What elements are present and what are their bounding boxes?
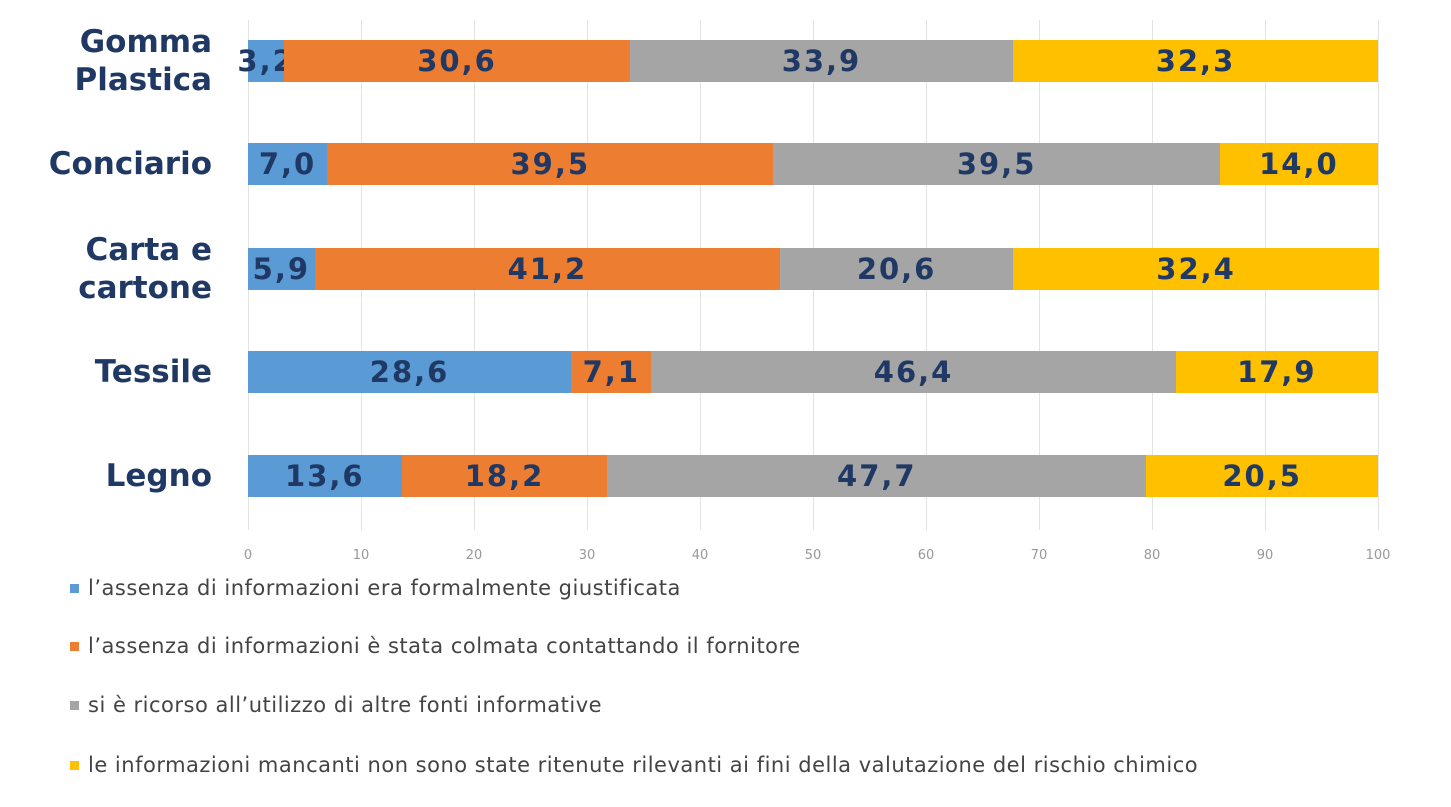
- bar-segment: [248, 248, 315, 290]
- bar-segment: [607, 455, 1147, 497]
- value-label: 28,6: [369, 355, 450, 389]
- legend-key: [70, 761, 79, 770]
- bar-segment: [1146, 455, 1378, 497]
- category-label: Carta e cartone: [78, 232, 212, 306]
- x-tick-label: 10: [352, 548, 370, 563]
- value-label: 18,2: [464, 459, 545, 493]
- bar-segment: [651, 351, 1176, 393]
- value-label: 46,4: [873, 355, 954, 389]
- value-label: 5,9: [252, 252, 311, 286]
- value-label: 14,0: [1259, 147, 1339, 181]
- value-label: 7,0: [258, 147, 317, 181]
- value-label: 20,5: [1222, 459, 1302, 493]
- bar-segment: [780, 248, 1013, 290]
- value-label: 20,6: [856, 252, 937, 286]
- bar-segment: [248, 351, 572, 393]
- bar-segment: [629, 40, 1013, 82]
- value-label: 32,3: [1155, 44, 1236, 78]
- bar-segment: [284, 40, 630, 82]
- x-tick-label: 50: [804, 548, 822, 563]
- value-label: 13,6: [285, 459, 365, 493]
- bar-segment: [1219, 143, 1378, 185]
- category-label: Legno: [105, 458, 212, 494]
- category-label: Gomma Plastica: [74, 24, 212, 98]
- x-tick-label: 80: [1143, 548, 1161, 563]
- legend-label: l’assenza di informazioni era formalment…: [88, 576, 681, 600]
- bar-segment: [401, 455, 608, 497]
- bar-segment: [773, 143, 1220, 185]
- x-tick-label: 0: [243, 548, 253, 563]
- bar-segment: [327, 143, 774, 185]
- x-tick-label: 40: [691, 548, 709, 563]
- bar-segment: [314, 248, 781, 290]
- value-label: 32,4: [1156, 252, 1236, 286]
- bar-segment: [248, 455, 402, 497]
- x-tick-label: 100: [1365, 548, 1391, 563]
- value-label: 33,9: [781, 44, 862, 78]
- value-label: 7,1: [582, 355, 640, 389]
- value-label: 30,6: [417, 44, 497, 78]
- x-tick-label: 20: [465, 548, 483, 563]
- legend-key: [70, 584, 79, 593]
- x-tick-label: 90: [1256, 548, 1274, 563]
- value-label: 3,2: [237, 44, 295, 78]
- legend-label: le informazioni mancanti non sono state …: [88, 753, 1199, 777]
- legend-label: l’assenza di informazioni è stata colmat…: [88, 634, 801, 658]
- value-label: 17,9: [1237, 355, 1317, 389]
- category-label: Conciario: [48, 146, 212, 182]
- x-tick-label: 30: [578, 548, 596, 563]
- legend-label: si è ricorso all’utilizzo di altre fonti…: [88, 693, 603, 717]
- x-tick-label: 70: [1030, 548, 1048, 563]
- bar-segment: [1013, 248, 1380, 290]
- category-label: Tessile: [94, 354, 212, 390]
- bar-segment: [248, 40, 285, 82]
- legend-key: [70, 701, 79, 710]
- value-label: 39,5: [956, 147, 1037, 181]
- value-label: 39,5: [510, 147, 591, 181]
- value-label: 41,2: [507, 252, 588, 286]
- value-label: 47,7: [837, 459, 917, 493]
- bar-segment: [248, 143, 328, 185]
- bar-segment: [1013, 40, 1378, 82]
- legend-key: [70, 642, 79, 651]
- bar-segment: [571, 351, 652, 393]
- bar-segment: [1175, 351, 1378, 393]
- x-tick-label: 60: [917, 548, 935, 563]
